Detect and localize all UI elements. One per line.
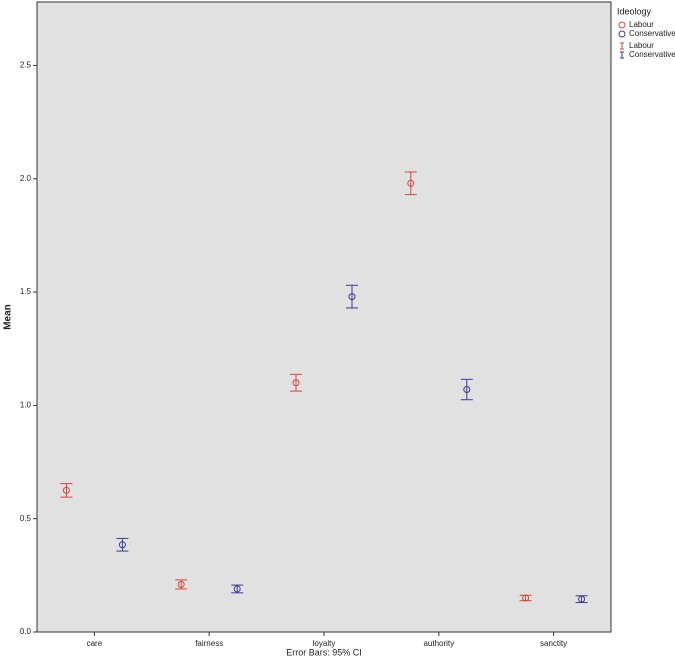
x-tick-label: care <box>87 639 103 648</box>
mean-marker <box>177 580 185 588</box>
error-bar <box>404 171 417 196</box>
y-tick-label: 1.0 <box>20 400 32 409</box>
mean-marker <box>348 293 356 301</box>
plot-area <box>36 1 612 633</box>
mean-marker <box>522 594 530 602</box>
x-tick-label: loyalty <box>313 639 336 648</box>
legend-title: Ideology <box>617 6 652 16</box>
y-tick-label: 1.5 <box>20 287 32 296</box>
legend-errorbar <box>620 42 624 50</box>
legend-errorbar <box>620 51 624 59</box>
mean-marker <box>233 585 241 593</box>
y-tick-label: 2.0 <box>20 174 32 183</box>
legend-label: Labour <box>629 41 654 50</box>
legend-marker <box>618 30 626 38</box>
x-tick-label: sanctity <box>540 639 567 648</box>
legend-label: Conservative <box>629 50 675 59</box>
error-bar <box>460 378 473 401</box>
mean-marker <box>62 486 70 494</box>
y-tick-label: 2.5 <box>20 61 32 70</box>
error-bar <box>346 284 358 309</box>
error-bar <box>290 373 302 392</box>
x-tick-label: authority <box>423 639 454 648</box>
footnote: Error Bars: 95% CI <box>286 647 362 657</box>
mean-marker <box>578 595 586 603</box>
legend-label: Labour <box>629 20 654 29</box>
error-bar <box>60 483 73 498</box>
mean-marker <box>118 541 126 549</box>
x-tick-label: fairness <box>195 639 223 648</box>
y-tick-label: 0.5 <box>20 514 32 523</box>
legend-label: Conservative <box>629 29 675 38</box>
legend-marker <box>618 21 626 29</box>
error-bar <box>116 537 129 552</box>
y-axis-label: Mean <box>3 304 14 330</box>
mean-marker <box>292 379 300 387</box>
mean-marker <box>407 179 415 187</box>
mean-marker <box>463 386 471 394</box>
y-tick-label: 0.0 <box>20 627 32 636</box>
